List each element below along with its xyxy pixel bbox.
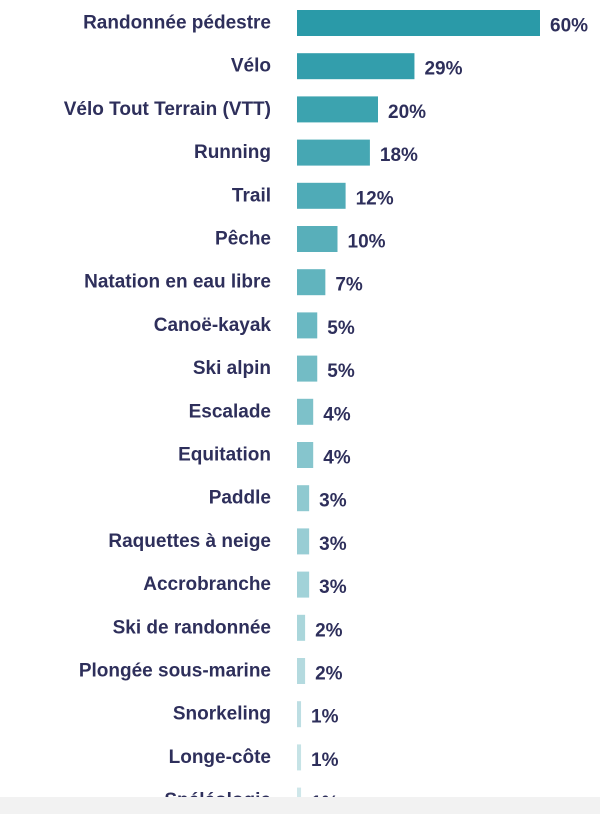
bar bbox=[297, 226, 338, 252]
bar bbox=[297, 269, 326, 296]
category-label: Trail bbox=[232, 185, 271, 206]
value-label: 1% bbox=[311, 750, 339, 771]
value-label: 3% bbox=[319, 491, 347, 512]
category-label: Plongée sous-marine bbox=[79, 661, 271, 682]
bar bbox=[297, 355, 318, 382]
value-label: 12% bbox=[356, 188, 394, 209]
category-label: Raquettes à neige bbox=[108, 531, 271, 552]
bar bbox=[297, 614, 306, 641]
bar bbox=[297, 571, 310, 598]
value-label: 2% bbox=[315, 620, 343, 641]
value-label: 3% bbox=[319, 534, 347, 555]
category-label: Longe-côte bbox=[169, 747, 271, 768]
value-label: 7% bbox=[335, 275, 363, 296]
bar bbox=[297, 10, 540, 36]
bar bbox=[297, 182, 346, 209]
bar bbox=[297, 53, 415, 80]
value-label: 4% bbox=[323, 404, 351, 425]
category-label: Ski alpin bbox=[193, 358, 271, 379]
bar bbox=[297, 701, 302, 728]
category-label: Canoë-kayak bbox=[154, 315, 272, 336]
category-label: Vélo bbox=[231, 56, 271, 77]
value-label: 10% bbox=[348, 232, 386, 253]
category-label: Randonnée pédestre bbox=[83, 13, 271, 34]
bar bbox=[297, 658, 306, 684]
bottom-strip bbox=[0, 797, 600, 814]
bar bbox=[297, 744, 302, 771]
bar bbox=[297, 96, 378, 123]
category-label: Running bbox=[194, 142, 271, 163]
value-label: 20% bbox=[388, 102, 426, 123]
value-label: 29% bbox=[424, 59, 462, 80]
value-label: 5% bbox=[327, 318, 355, 339]
bar bbox=[297, 139, 370, 166]
bars-group: Randonnée pédestre 60% Vélo 29% Vélo Tout Te… bbox=[64, 10, 588, 814]
value-label: 18% bbox=[380, 145, 418, 166]
bar bbox=[297, 528, 310, 555]
bar bbox=[297, 398, 314, 425]
value-label: 2% bbox=[315, 664, 343, 685]
category-label: Ski de randonnée bbox=[113, 617, 271, 638]
category-label: Equitation bbox=[178, 445, 271, 466]
value-label: 60% bbox=[550, 16, 588, 37]
category-label: Vélo Tout Terrain (VTT) bbox=[64, 99, 271, 120]
category-label: Accrobranche bbox=[143, 574, 271, 595]
value-label: 5% bbox=[327, 361, 355, 382]
bar bbox=[297, 485, 310, 512]
category-label: Paddle bbox=[209, 488, 271, 509]
bar bbox=[297, 312, 318, 339]
bar bbox=[297, 442, 314, 468]
category-label: Natation en eau libre bbox=[84, 272, 271, 293]
value-label: 1% bbox=[311, 707, 339, 728]
value-label: 4% bbox=[323, 448, 351, 469]
category-label: Snorkeling bbox=[173, 704, 271, 725]
category-label: Pêche bbox=[215, 229, 271, 250]
category-label: Escalade bbox=[189, 401, 271, 422]
value-label: 3% bbox=[319, 577, 347, 598]
